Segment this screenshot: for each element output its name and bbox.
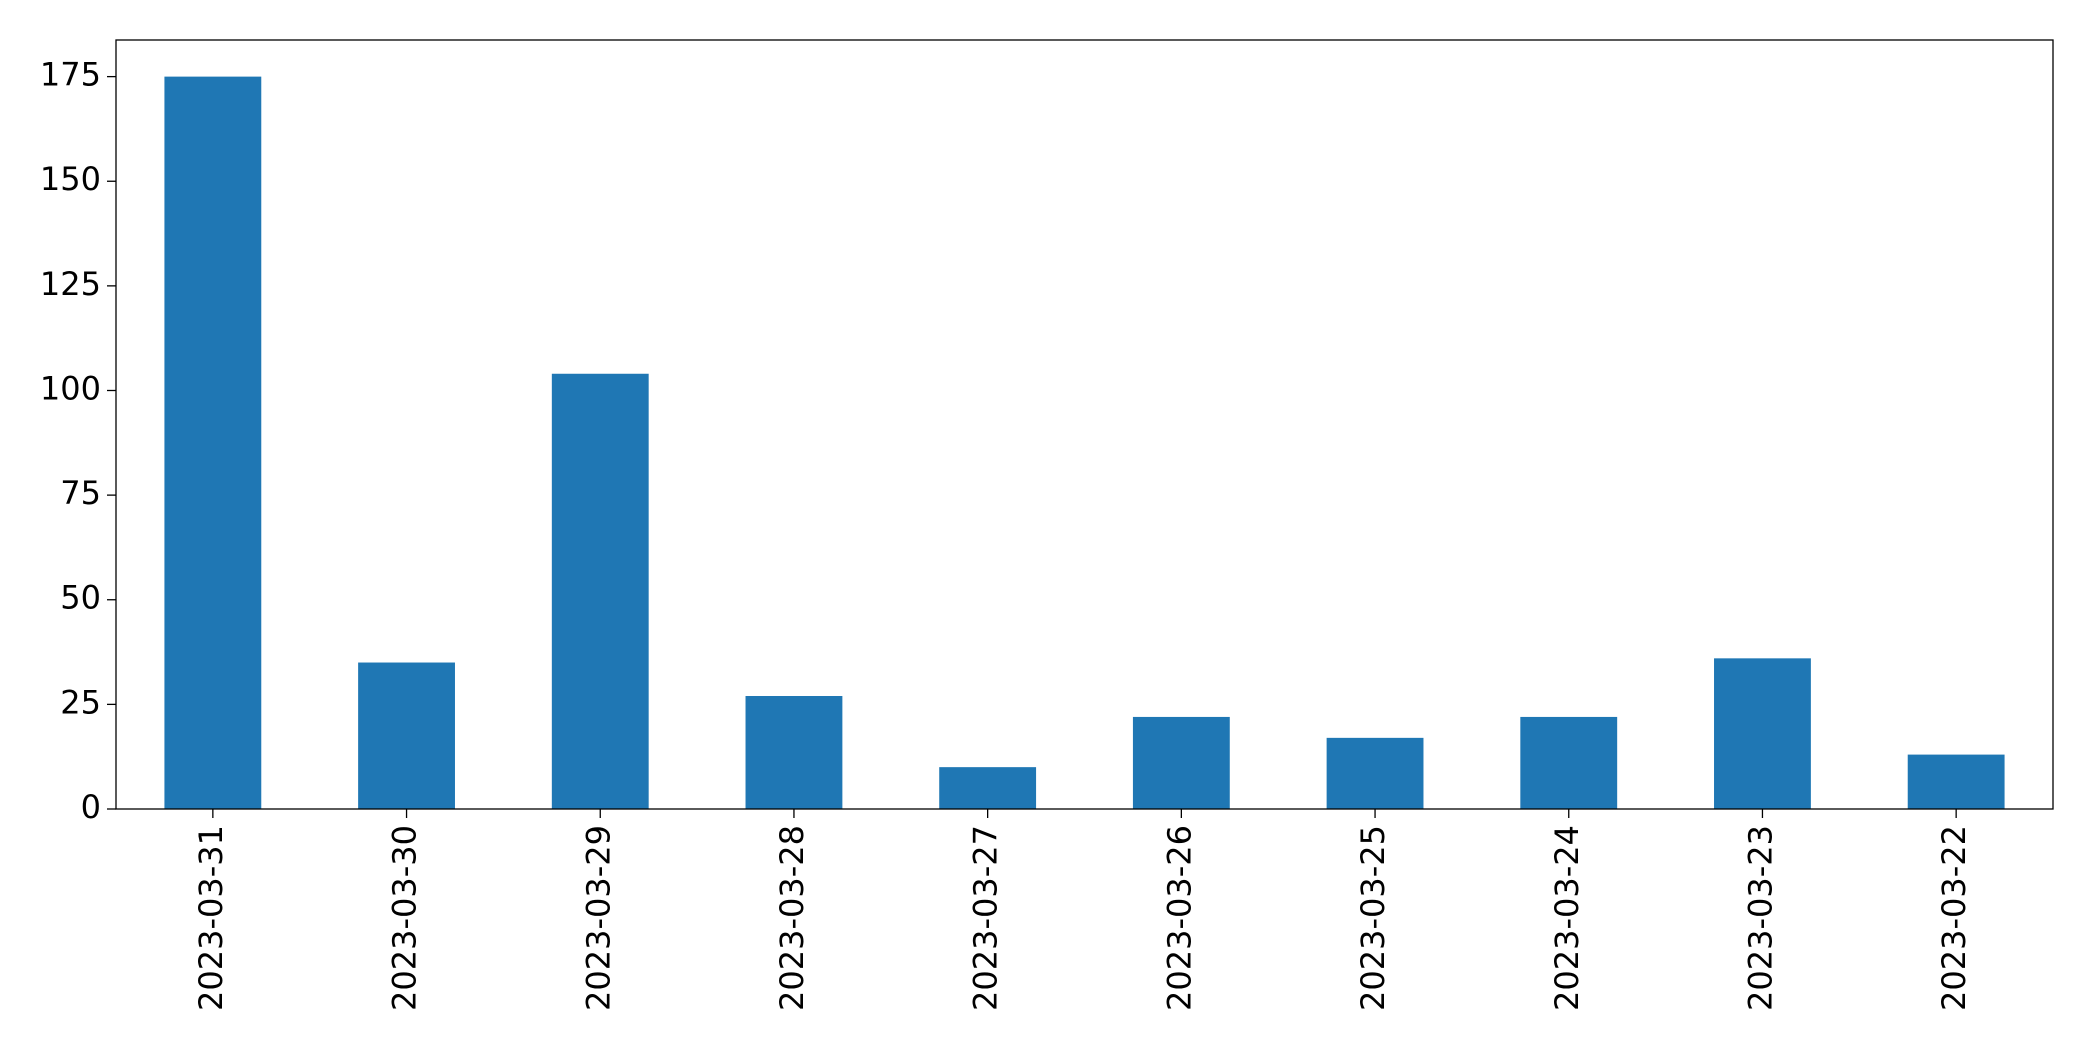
y-tick-label: 125: [40, 265, 101, 303]
x-tick-label: 2023-03-22: [1935, 825, 1973, 1011]
x-tick-label: 2023-03-23: [1741, 825, 1779, 1011]
y-tick-label: 25: [60, 683, 101, 721]
bar: [1714, 658, 1811, 809]
x-tick-label: 2023-03-25: [1354, 825, 1392, 1011]
x-tick-label: 2023-03-28: [773, 825, 811, 1011]
y-tick-label: 100: [40, 369, 101, 407]
bar: [745, 696, 843, 809]
bar: [551, 373, 649, 809]
x-tick-label: 2023-03-31: [192, 825, 230, 1011]
x-tick-label: 2023-03-26: [1160, 825, 1198, 1011]
y-tick-label: 75: [60, 474, 101, 512]
y-tick-label: 50: [60, 579, 101, 617]
bar: [1326, 737, 1424, 809]
x-tick-label: 2023-03-30: [386, 825, 424, 1011]
x-tick-label: 2023-03-24: [1548, 825, 1586, 1011]
y-tick-label: 175: [40, 56, 101, 94]
bar: [1132, 716, 1230, 809]
x-tick-label: 2023-03-27: [967, 825, 1005, 1011]
bar: [164, 76, 262, 810]
plot-frame: [115, 39, 2054, 810]
y-tick-label: 150: [40, 160, 101, 198]
bar: [358, 662, 455, 809]
x-tick-label: 2023-03-29: [579, 825, 617, 1011]
y-tick-label: 0: [81, 788, 101, 826]
bar: [939, 767, 1037, 809]
bar: [1907, 754, 2005, 809]
bar: [1520, 716, 1618, 809]
